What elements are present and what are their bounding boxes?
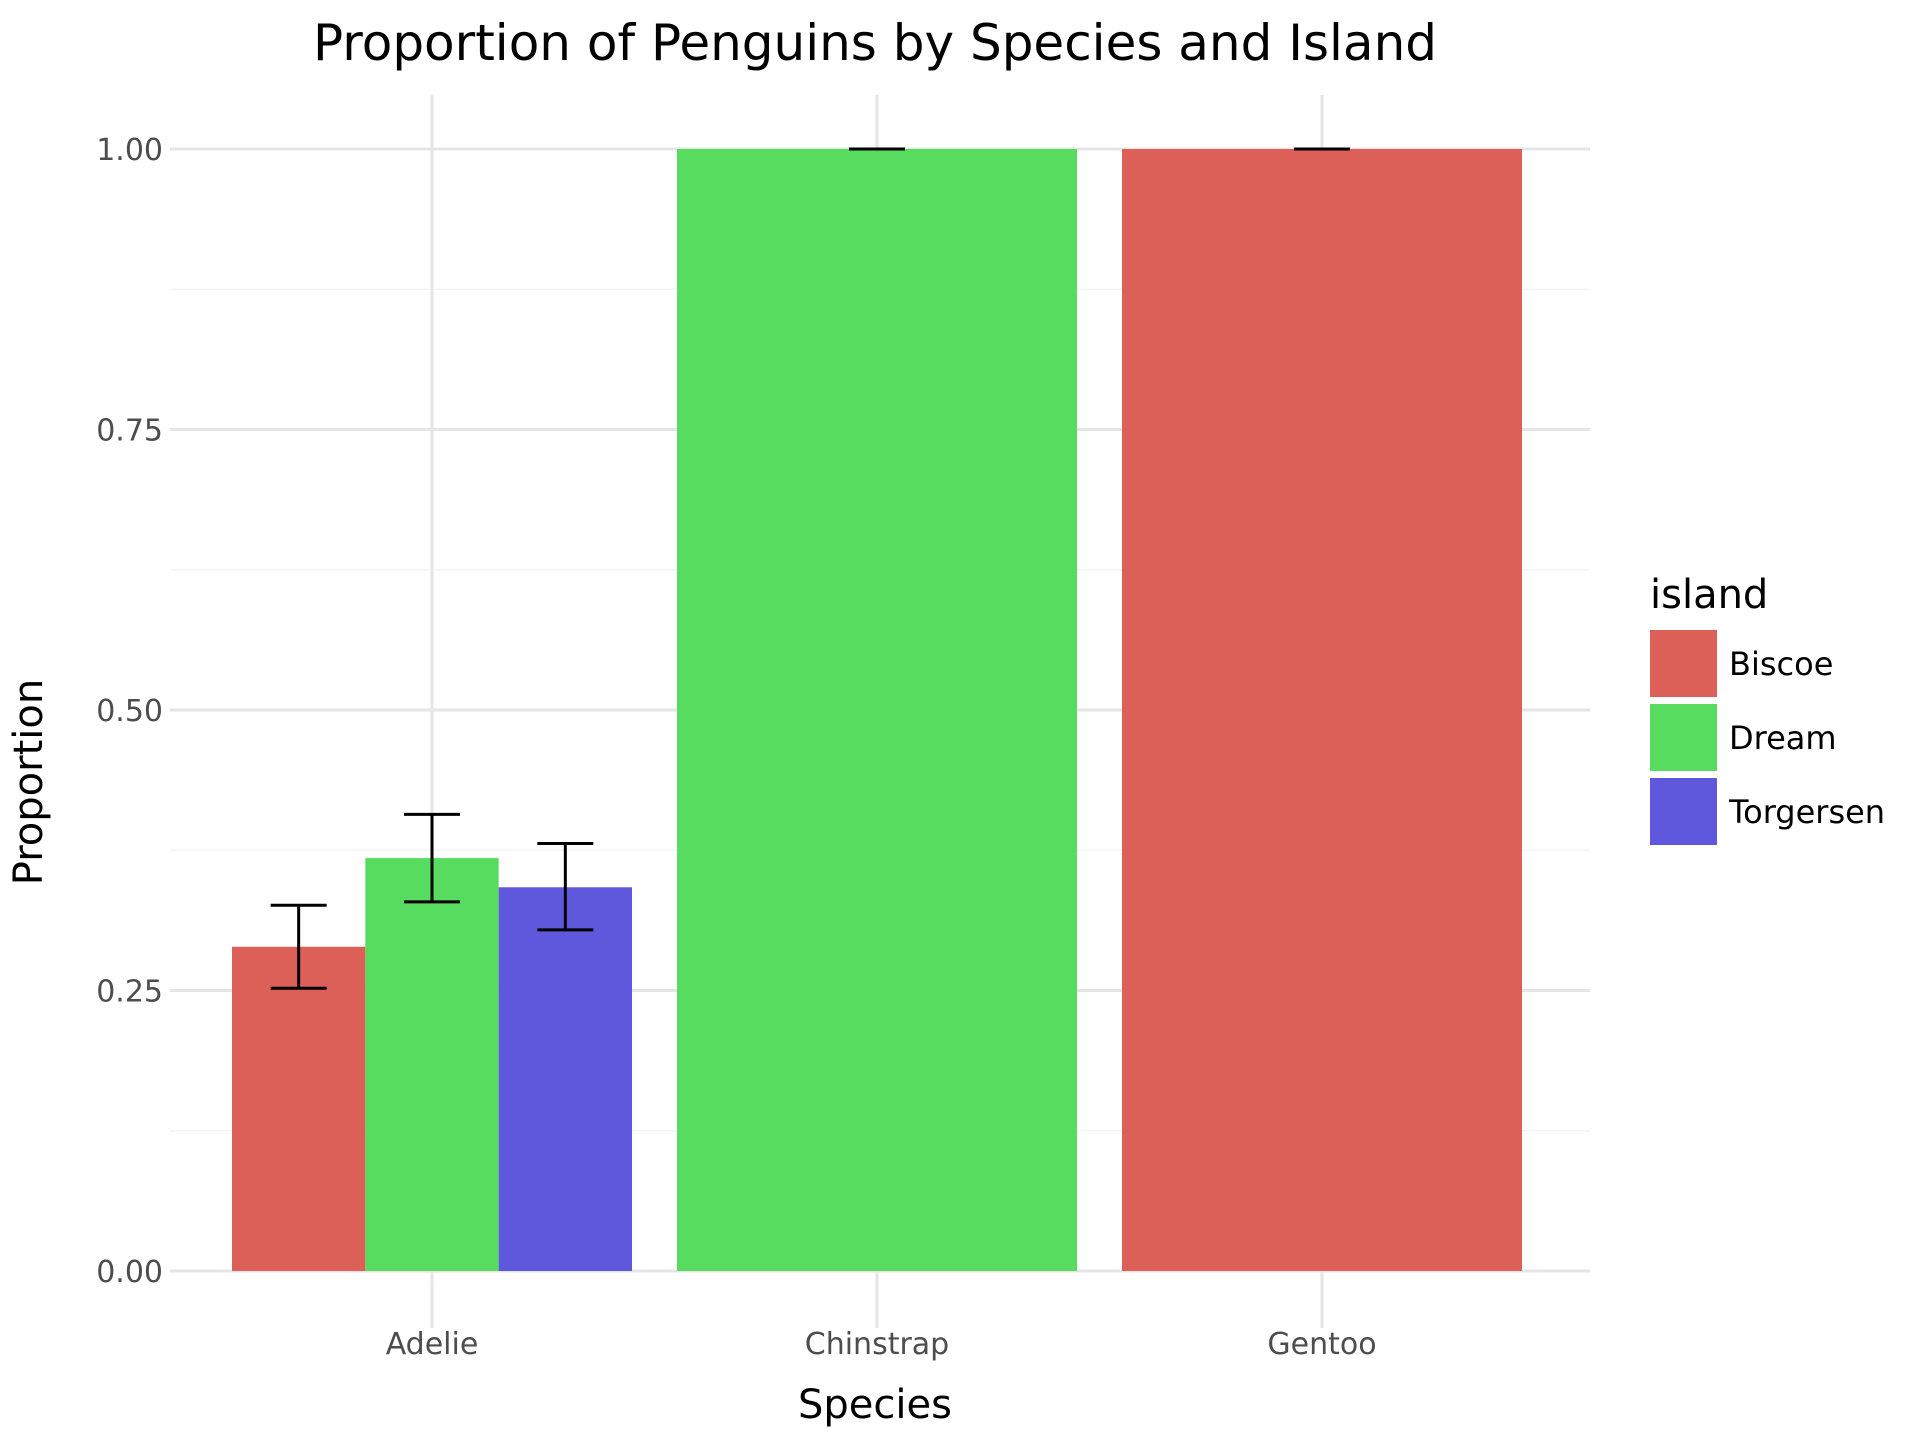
legend-swatch-dream [1650, 704, 1717, 771]
legend-swatch-biscoe [1650, 630, 1717, 697]
x-tick-label: Chinstrap [805, 1327, 949, 1362]
y-tick-label: 0.25 [96, 975, 163, 1010]
legend-label-dream: Dream [1729, 719, 1837, 757]
y-axis-title: Proportion [6, 679, 52, 885]
error-bar-adelie-dream [404, 812, 460, 904]
chart-title: Proportion of Penguins by Species and Is… [313, 14, 1437, 72]
bar-adelie-dream [365, 858, 499, 1271]
legend-title: island [1650, 572, 1768, 618]
bar-gentoo-biscoe [1122, 149, 1522, 1271]
bars [232, 149, 1522, 1271]
x-tick-label: Gentoo [1267, 1327, 1376, 1362]
legend-swatch-torgersen [1650, 778, 1717, 845]
bar-adelie-biscoe [232, 946, 366, 1271]
x-tick-label: Adelie [386, 1327, 479, 1362]
legend: island Biscoe Dream Torgersen [1650, 572, 1885, 845]
y-axis: 0.00 0.25 0.50 0.75 1.00 [96, 133, 163, 1290]
x-axis: Adelie Chinstrap Gentoo [386, 1327, 1377, 1362]
y-tick-label: 0.50 [96, 694, 163, 729]
x-axis-title: Species [798, 1382, 952, 1428]
bar-adelie-torgersen [498, 887, 632, 1271]
y-tick-label: 1.00 [96, 133, 163, 168]
legend-label-biscoe: Biscoe [1729, 645, 1833, 683]
error-bar-adelie-torgersen [537, 842, 594, 932]
error-bars [270, 147, 1350, 990]
y-tick-label: 0.75 [96, 414, 163, 449]
y-tick-label: 0.00 [96, 1255, 163, 1290]
error-bar-adelie-biscoe [270, 903, 327, 990]
bar-chinstrap-dream [677, 149, 1077, 1271]
legend-label-torgersen: Torgersen [1728, 793, 1885, 831]
